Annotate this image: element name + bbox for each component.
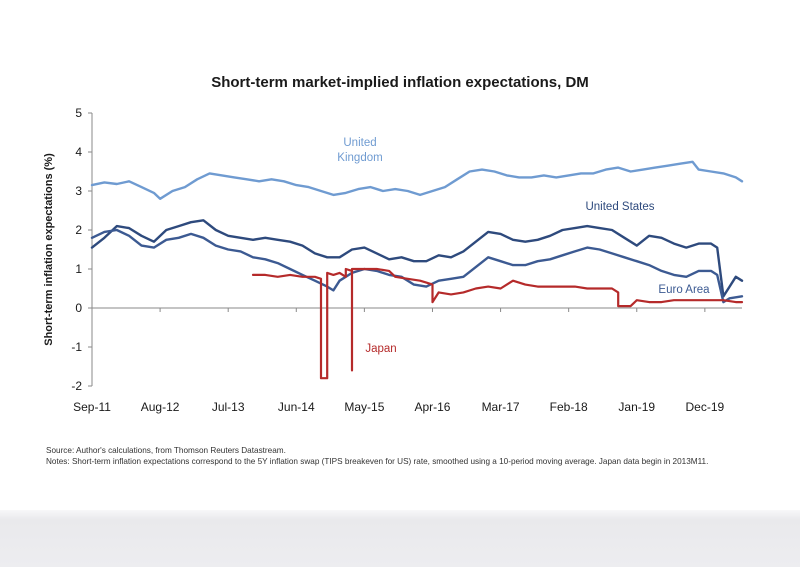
chart-title: Short-term market-implied inflation expe… [211,74,589,91]
series-label-japan: Japan [365,343,396,355]
y-tick-label: 0 [75,301,82,315]
source-note: Source: Author's calculations, from Thom… [46,446,286,455]
series-line-euro-area [90,228,744,304]
x-tick-label: Apr-16 [414,400,450,414]
chart-notes: Source: Author's calculations, from Thom… [46,445,756,467]
series-label-united-kingdom: Kingdom [337,152,382,164]
x-tick-label: Mar-17 [482,400,520,414]
slide-background [0,58,800,510]
y-axis-title: Short-term inflation expectations (%) [43,153,55,346]
chart-series [90,160,744,380]
x-tick-label: Jul-13 [212,400,245,414]
y-tick-label: -2 [71,379,82,393]
x-tick-label: Jun-14 [278,400,315,414]
x-tick-label: Jan-19 [618,400,655,414]
series-label-united-kingdom: United [343,137,376,149]
chart-series-labels: United Kingdom United States Euro Area Japan [337,137,710,355]
series-line-japan [251,267,744,380]
x-tick-label: Aug-12 [141,400,180,414]
x-tick-label: Feb-18 [550,400,588,414]
y-tick-label: 3 [75,184,82,198]
chart-axes: -2 -1 0 1 2 3 4 5 Sep-11 Aug-12 Jul-13 Jun-14 May-15… [43,106,742,414]
x-tick-label: Sep-11 [73,400,111,414]
series-label-euro-area: Euro Area [658,284,710,296]
series-line-united-states [90,219,744,298]
y-tick-label: 1 [75,262,82,276]
series-label-united-states: United States [585,201,654,213]
y-tick-label: -1 [71,340,82,354]
x-tick-label: Dec-19 [686,400,725,414]
y-tick-label: 5 [75,106,82,120]
y-tick-label: 4 [75,145,82,159]
notes-text: Notes: Short-term inflation expectations… [46,457,709,466]
y-tick-label: 2 [75,223,82,237]
x-tick-label: May-15 [344,400,384,414]
series-line-united-kingdom [90,160,744,201]
